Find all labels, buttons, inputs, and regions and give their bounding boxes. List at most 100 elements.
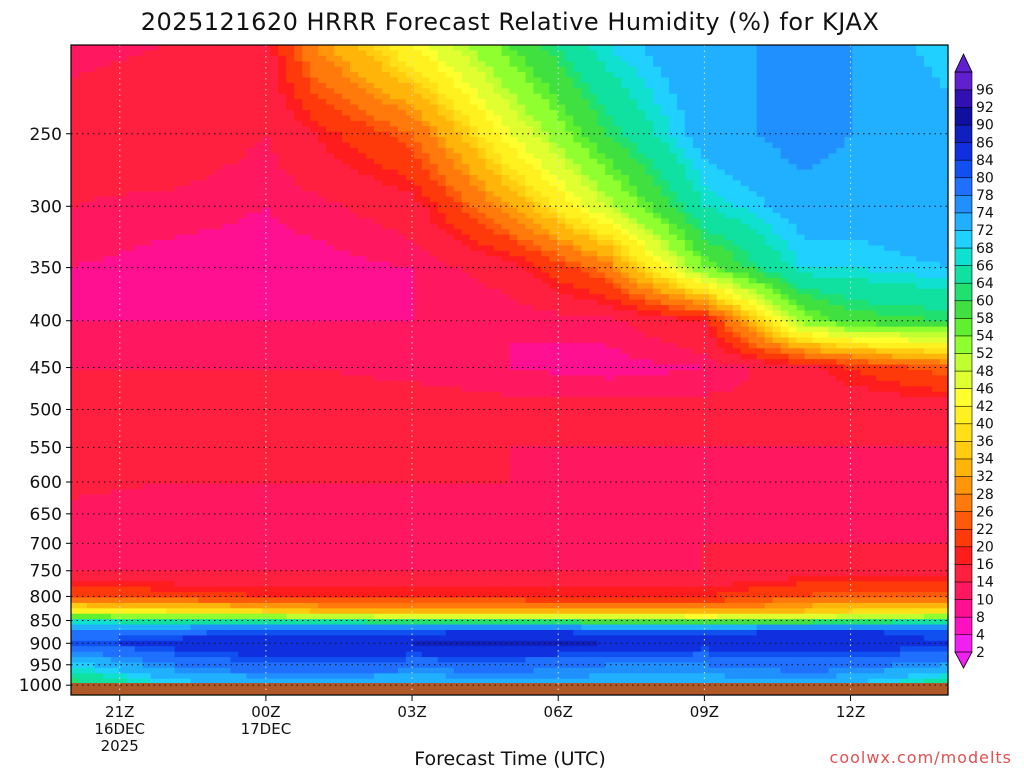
rh-cell	[206, 212, 216, 219]
rh-cell	[469, 137, 479, 144]
rh-cell	[932, 207, 941, 214]
rh-cell	[134, 207, 144, 214]
rh-cell	[613, 256, 622, 263]
rh-cell	[716, 223, 726, 230]
rh-cell	[836, 218, 845, 225]
rh-cell	[78, 147, 88, 154]
rh-cell	[836, 250, 845, 257]
rh-cell	[597, 234, 606, 241]
rh-cell	[581, 82, 590, 89]
rh-cell	[453, 245, 463, 252]
rh-cell	[645, 45, 654, 52]
rh-cell	[78, 61, 88, 68]
rh-cell	[174, 137, 184, 144]
rh-cell	[892, 104, 901, 111]
rh-cell	[397, 261, 407, 268]
rh-cell	[477, 267, 487, 274]
rh-cell	[597, 256, 606, 263]
rh-cell	[804, 61, 814, 68]
rh-cell	[708, 272, 718, 279]
rh-cell	[517, 267, 527, 274]
rh-cell	[453, 153, 463, 160]
rh-cell	[605, 55, 614, 62]
rh-cell	[190, 169, 200, 176]
rh-cell	[756, 77, 766, 84]
rh-cell	[493, 218, 503, 225]
rh-cell	[350, 142, 359, 149]
rh-cell	[118, 229, 128, 236]
rh-cell	[732, 223, 742, 230]
rh-cell	[756, 88, 766, 95]
rh-cell	[533, 131, 542, 138]
rh-cell	[708, 169, 718, 176]
rh-cell	[900, 245, 909, 252]
rh-cell	[445, 137, 455, 144]
rh-cell	[182, 88, 192, 95]
rh-cell	[597, 110, 606, 117]
rh-cell	[660, 240, 670, 247]
rh-cell	[142, 66, 152, 73]
rh-cell	[445, 45, 455, 52]
rh-cell	[700, 61, 710, 68]
rh-cell	[581, 110, 590, 117]
rh-cell	[660, 245, 670, 252]
rh-cell	[740, 147, 750, 154]
rh-cell	[908, 267, 917, 274]
rh-cell	[565, 99, 574, 106]
rh-cell	[405, 120, 415, 127]
rh-cell	[804, 120, 814, 127]
rh-cell	[365, 66, 375, 73]
rh-cell	[525, 158, 535, 165]
rh-cell	[94, 261, 104, 268]
rh-cell	[142, 72, 152, 79]
rh-cell	[206, 61, 216, 68]
rh-cell	[828, 191, 837, 198]
rh-cell	[732, 153, 742, 160]
rh-cell	[477, 88, 487, 95]
rh-cell	[764, 283, 774, 290]
rh-cell	[166, 229, 176, 236]
rh-cell	[589, 61, 598, 68]
rh-cell	[653, 212, 662, 219]
rh-cell	[597, 212, 606, 219]
rh-cell	[668, 99, 678, 106]
rh-cell	[493, 164, 503, 171]
rh-cell	[318, 223, 327, 230]
rh-cell	[549, 137, 558, 144]
rh-cell	[597, 120, 606, 127]
rh-cell	[637, 175, 646, 182]
rh-cell	[126, 120, 136, 127]
rh-cell	[852, 267, 861, 274]
rh-cell	[884, 126, 893, 133]
rh-cell	[541, 218, 550, 225]
rh-cell	[932, 158, 941, 165]
rh-cell	[405, 196, 415, 203]
rh-cell	[924, 110, 933, 117]
rh-cell	[716, 50, 726, 57]
rh-cell	[597, 169, 606, 176]
rh-cell	[246, 93, 255, 100]
rh-cell	[350, 283, 359, 290]
rh-cell	[326, 147, 335, 154]
rh-cell	[318, 175, 327, 182]
rh-cell	[198, 110, 208, 117]
rh-cell	[230, 256, 240, 263]
rh-cell	[294, 212, 303, 219]
rh-cell	[597, 55, 606, 62]
rh-cell	[429, 169, 439, 176]
rh-cell	[453, 277, 463, 284]
rh-cell	[326, 202, 335, 209]
rh-cell	[373, 153, 383, 160]
rh-cell	[230, 61, 240, 68]
rh-cell	[573, 66, 582, 73]
rh-cell	[812, 223, 822, 230]
rh-cell	[342, 88, 351, 95]
rh-cell	[653, 99, 662, 106]
rh-cell	[270, 137, 279, 144]
rh-cell	[246, 158, 255, 165]
rh-cell	[581, 261, 590, 268]
rh-cell	[246, 175, 255, 182]
rh-cell	[605, 77, 614, 84]
rh-cell	[166, 55, 176, 62]
rh-cell	[421, 77, 431, 84]
